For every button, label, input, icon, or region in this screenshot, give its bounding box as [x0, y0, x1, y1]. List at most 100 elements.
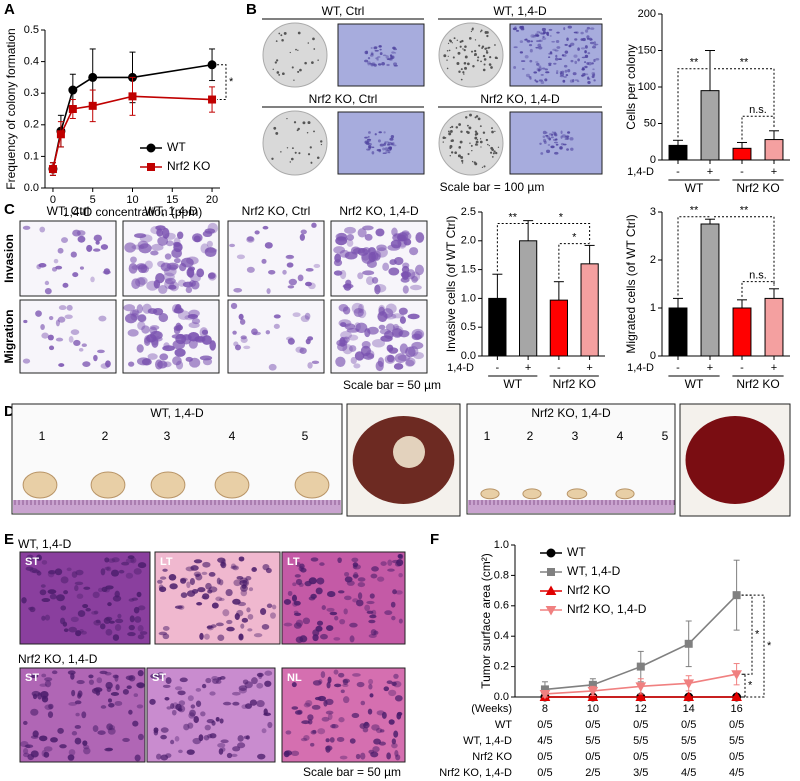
cell [128, 709, 133, 715]
cell [567, 25, 572, 29]
cell [238, 633, 244, 641]
cell [267, 721, 273, 729]
tumor-number: 1 [39, 429, 46, 443]
cell [545, 134, 549, 137]
cell [565, 73, 569, 77]
colony-dot [451, 42, 453, 44]
cell [110, 569, 120, 577]
y-tick-label: 3 [650, 206, 656, 218]
cell [369, 614, 377, 619]
cell [391, 51, 395, 54]
cell [382, 262, 390, 271]
cell [117, 613, 122, 619]
significance: ** [508, 211, 517, 223]
cell [287, 590, 293, 597]
marker [587, 691, 599, 701]
colony-dot [458, 146, 462, 149]
cell [252, 331, 261, 336]
cell [357, 577, 366, 582]
cell [299, 563, 305, 570]
cell [367, 135, 370, 138]
petri-dish [262, 22, 328, 88]
cell [573, 31, 578, 34]
cell [564, 43, 568, 46]
cell [333, 669, 339, 675]
region-tag: NL [287, 672, 302, 684]
cell [103, 588, 110, 593]
cell [101, 586, 108, 593]
cell [589, 41, 595, 45]
cell [240, 584, 248, 592]
cell [540, 74, 544, 76]
colony-dot [476, 59, 479, 62]
cell [348, 334, 359, 341]
colony-dot [487, 143, 489, 146]
cell [378, 131, 382, 134]
cell [342, 683, 349, 688]
cell [238, 685, 248, 691]
colony-dot [447, 42, 450, 45]
cell [105, 585, 114, 590]
significance-bracket [677, 68, 710, 138]
cell [183, 723, 190, 731]
colony-dot [456, 61, 460, 65]
cell [168, 284, 177, 290]
cell [364, 328, 371, 338]
y-tick-label: 1.5 [461, 264, 476, 276]
tumor [566, 488, 588, 500]
cell [387, 559, 393, 566]
colony-dot [461, 159, 464, 163]
cell [199, 327, 209, 338]
cell [21, 597, 27, 604]
colony-dot [472, 65, 475, 68]
cell [584, 54, 589, 58]
petri-dish [438, 22, 504, 88]
cell [539, 142, 542, 145]
cell [229, 243, 236, 248]
cell [333, 637, 341, 641]
colony-dot [474, 53, 477, 56]
colony-dot [458, 70, 461, 74]
colony-dot [448, 132, 452, 136]
cell [287, 337, 295, 345]
cell [114, 700, 123, 706]
cell [368, 683, 373, 690]
cell [540, 152, 544, 155]
cell [153, 727, 159, 733]
significance-bracket [741, 115, 775, 140]
colony-dot [320, 140, 323, 143]
cell [83, 586, 91, 590]
y-tick-label: 1.0 [494, 539, 509, 551]
series-line [52, 95, 213, 170]
cell [371, 146, 375, 149]
cell [344, 571, 350, 577]
colony-dot [302, 121, 306, 125]
cell [47, 711, 54, 718]
cell [556, 31, 560, 34]
cell [136, 344, 144, 353]
colony-dot [457, 154, 461, 158]
cell [47, 589, 57, 595]
cell [546, 31, 549, 36]
cell [43, 746, 53, 752]
cell [411, 341, 424, 350]
colony-dot [454, 151, 457, 155]
cell [169, 583, 178, 590]
x-tick-label: - [496, 362, 500, 374]
cell [371, 338, 386, 348]
cell [105, 360, 111, 368]
cell [268, 269, 276, 275]
cell [384, 610, 393, 616]
cell [66, 567, 72, 572]
cell [307, 336, 314, 341]
cell [364, 721, 369, 726]
cell [327, 591, 336, 598]
cell [556, 70, 559, 73]
cell [198, 734, 204, 742]
cell [256, 672, 264, 678]
colony-dot [289, 51, 291, 54]
legend-marker [147, 163, 155, 171]
colony-dot [482, 131, 486, 134]
cell [388, 689, 397, 697]
cell [286, 254, 294, 259]
